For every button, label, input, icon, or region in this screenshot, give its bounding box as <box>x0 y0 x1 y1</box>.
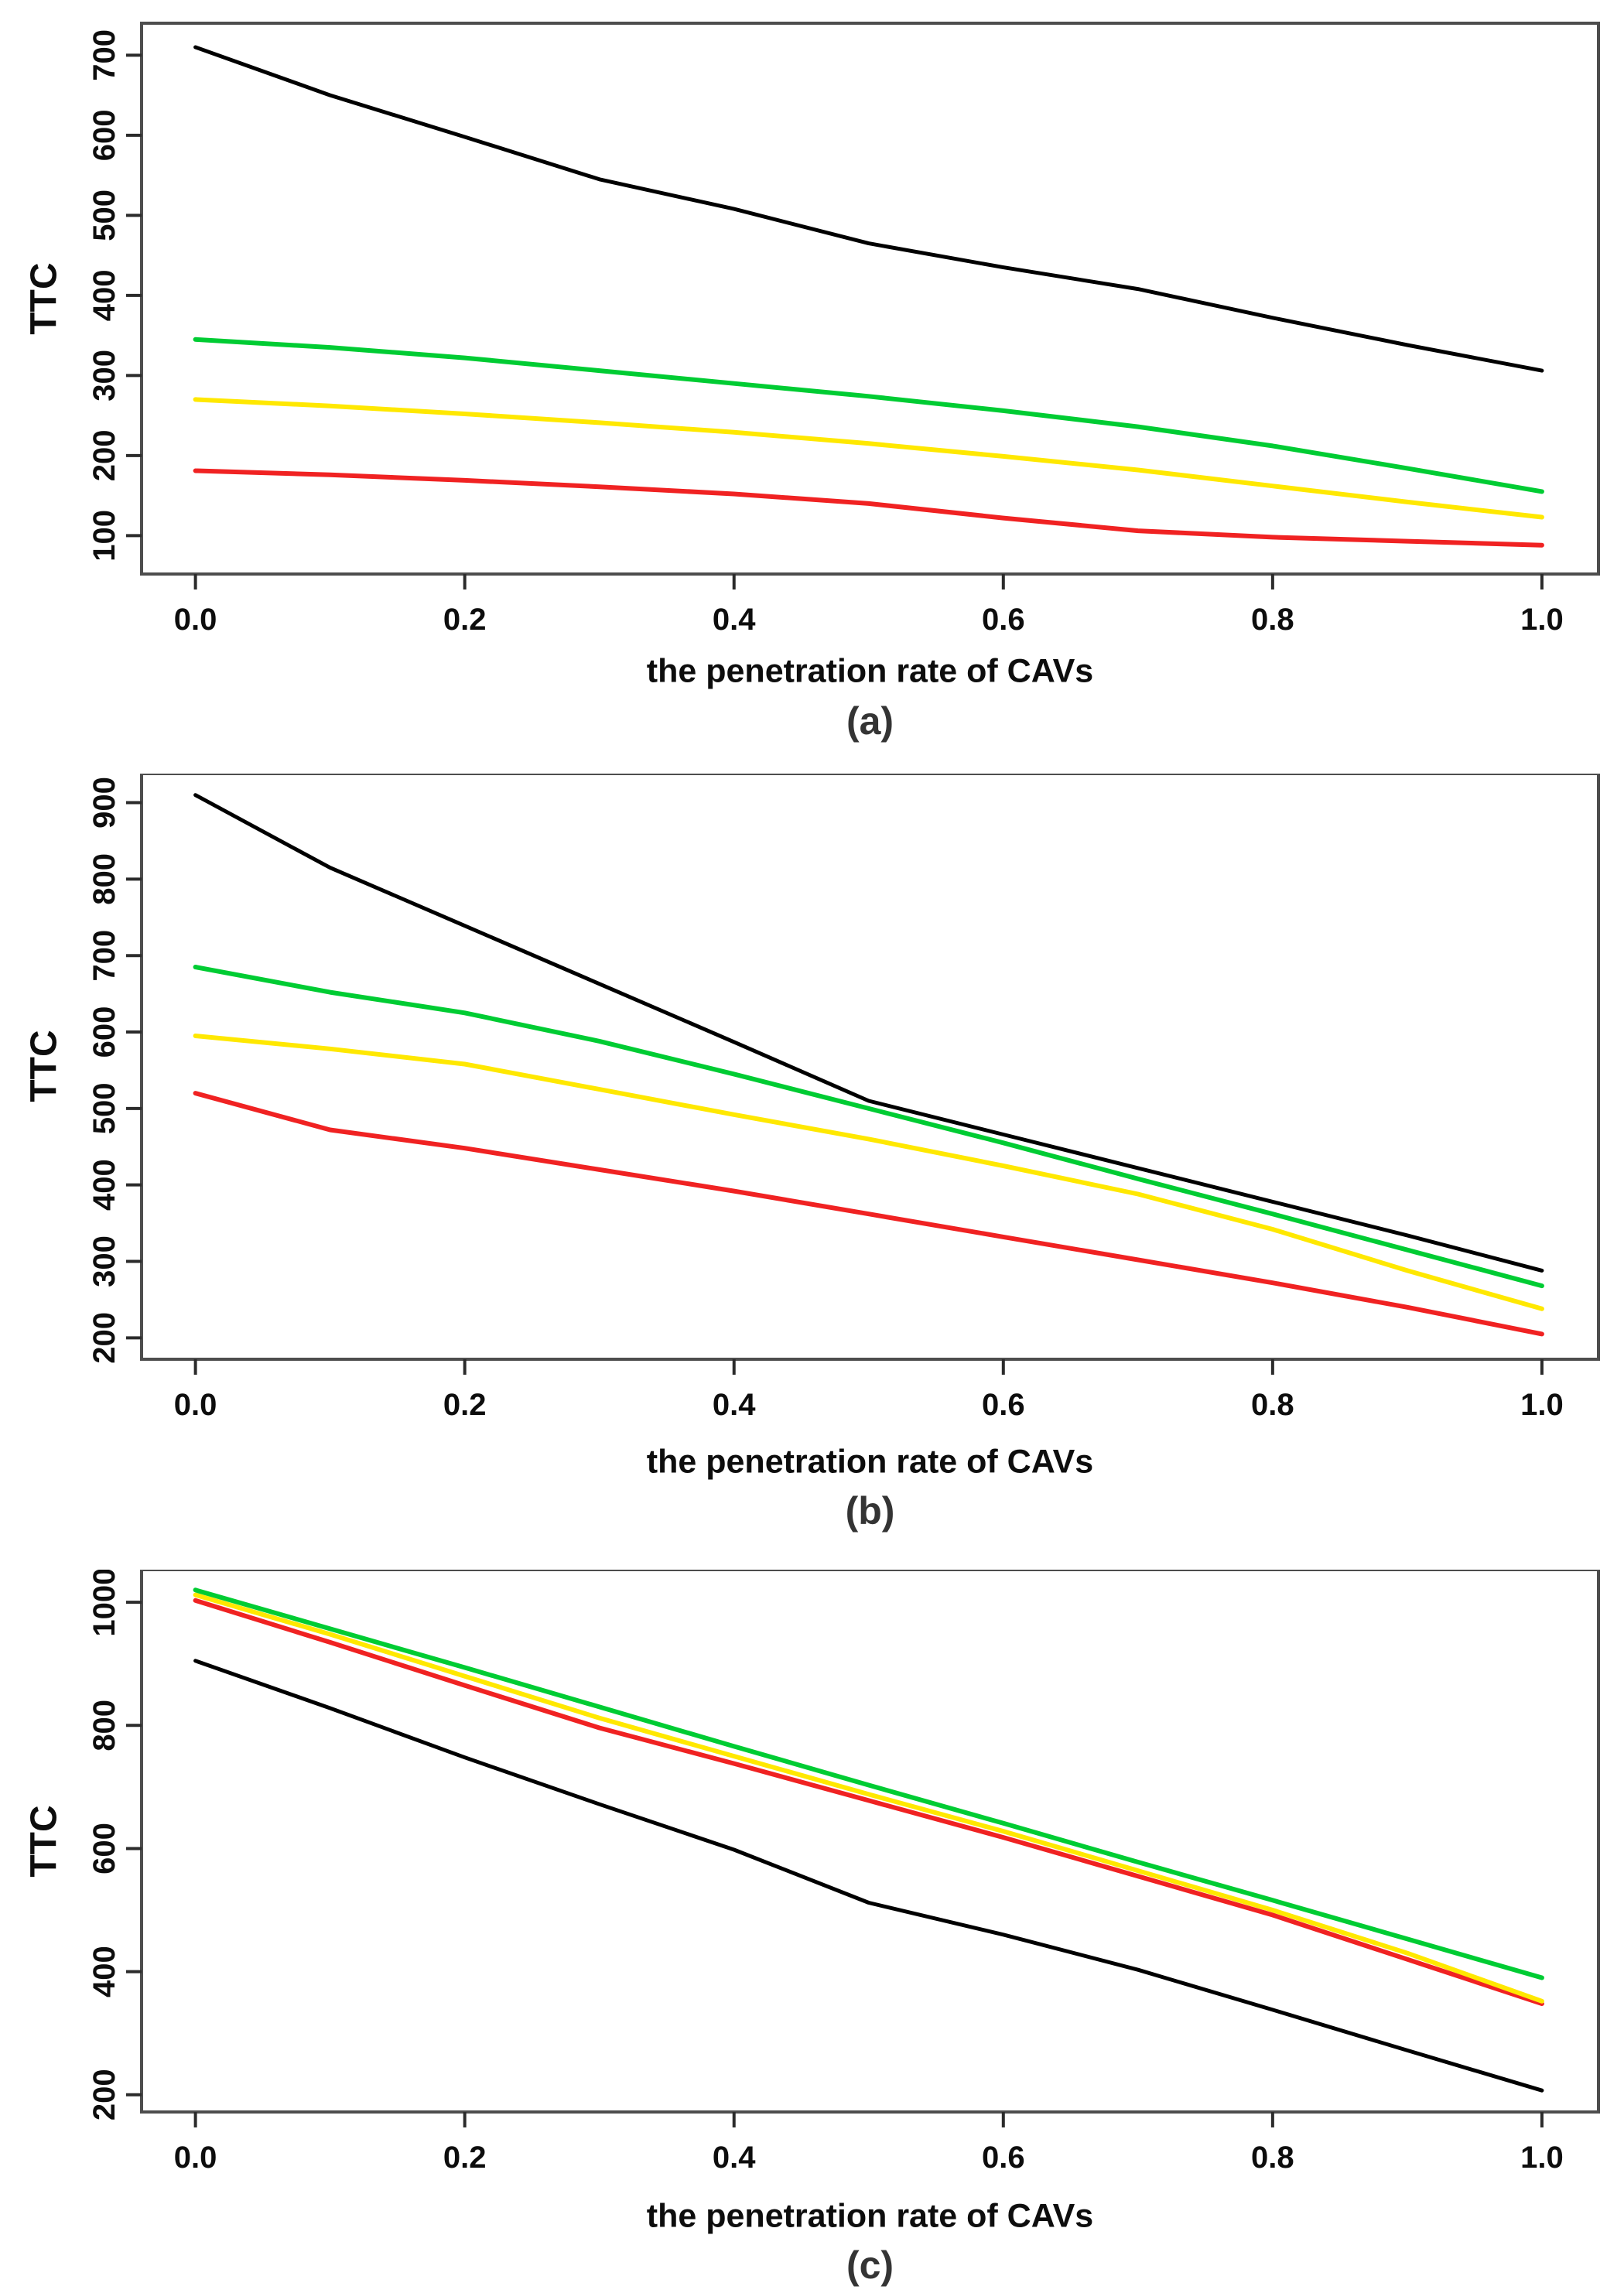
y-tick-label-c: 600 <box>87 1823 121 1874</box>
x-axis-title-b: the penetration rate of CAVs <box>646 1443 1094 1481</box>
x-tick-label-b: 1.0 <box>1520 1388 1564 1422</box>
panel-caption-a: (a) <box>846 699 894 743</box>
series-line-black-b <box>193 793 1544 1273</box>
y-tick-label-b: 600 <box>87 1006 121 1058</box>
y-tick-label-c: 800 <box>87 1700 121 1751</box>
x-tick-label-a: 0.0 <box>174 603 217 637</box>
y-tick-label-a: 200 <box>87 429 121 481</box>
x-tick-label-b: 0.0 <box>174 1388 217 1422</box>
series-line-black-a <box>193 45 1544 373</box>
plot-box-c <box>140 1570 1600 2114</box>
x-tick-label-c: 0.4 <box>713 2141 756 2175</box>
y-axis-label-c: TTC <box>23 1805 65 1878</box>
series-line-green-c <box>193 1587 1544 1980</box>
y-tick-label-b: 800 <box>87 853 121 905</box>
series-line-red-a <box>193 468 1544 548</box>
series-line-red-c <box>193 1598 1544 2006</box>
chart-c-plot: 200 400 600 800 1000 0.0 0.2 0.4 0.6 0.8 1.0 <box>87 1570 1600 2175</box>
x-tick-label-b: 0.8 <box>1251 1388 1294 1422</box>
y-tick-label-b: 200 <box>87 1312 121 1364</box>
y-tick-label-b: 700 <box>87 930 121 982</box>
series-line-yellow-c <box>193 1592 1544 2004</box>
y-tick-label-a: 500 <box>87 190 121 241</box>
plot-box-a <box>140 22 1600 576</box>
x-axis-title-c: the penetration rate of CAVs <box>646 2197 1094 2235</box>
x-axis-title-a: the penetration rate of CAVs <box>646 652 1094 690</box>
series-line-red-b <box>193 1091 1544 1337</box>
y-tick-label-b: 500 <box>87 1082 121 1134</box>
series-line-yellow-b <box>193 1034 1544 1311</box>
plot-box-b <box>140 774 1600 1361</box>
y-tick-label-c: 200 <box>87 2069 121 2120</box>
series-line-yellow-a <box>193 397 1544 520</box>
y-tick-label-a: 400 <box>87 269 121 321</box>
x-tick-label-a: 0.2 <box>443 603 487 637</box>
y-tick-label-a: 600 <box>87 110 121 162</box>
y-tick-label-b: 300 <box>87 1235 121 1287</box>
x-tick-label-b: 0.2 <box>443 1388 487 1422</box>
x-tick-label-c: 0.8 <box>1251 2141 1294 2175</box>
x-tick-label-c: 0.0 <box>174 2141 217 2175</box>
x-tick-label-b: 0.6 <box>982 1388 1025 1422</box>
y-axis-label-b: TTC <box>23 1030 65 1102</box>
chart-a-plot: 100 200 300 400 500 600 700 0.0 0.2 0.4 0.6 0.8 1.0 <box>87 22 1600 637</box>
panel-caption-c: (c) <box>846 2243 894 2287</box>
x-tick-label-c: 1.0 <box>1520 2141 1564 2175</box>
x-tick-label-c: 0.2 <box>443 2141 487 2175</box>
x-tick-label-c: 0.6 <box>982 2141 1025 2175</box>
x-tick-label-a: 0.4 <box>713 603 756 637</box>
panel-caption-b: (b) <box>845 1489 895 1533</box>
x-tick-label-a: 0.6 <box>982 603 1025 637</box>
series-line-green-a <box>193 337 1544 494</box>
series-line-green-b <box>193 965 1544 1289</box>
x-tick-label-a: 1.0 <box>1520 603 1564 637</box>
y-tick-label-a: 100 <box>87 510 121 562</box>
y-tick-label-c: 1000 <box>87 1570 121 1637</box>
y-tick-label-c: 400 <box>87 1946 121 1997</box>
series-line-black-c <box>193 1659 1544 2093</box>
chart-b-plot: 200 300 400 500 600 700 800 900 0.0 0.2 0.4 0.6 0.8 1… <box>87 774 1600 1422</box>
y-axis-label-a: TTC <box>23 262 65 335</box>
x-tick-label-a: 0.8 <box>1251 603 1294 637</box>
x-tick-label-b: 0.4 <box>713 1388 756 1422</box>
y-tick-label-b: 900 <box>87 777 121 829</box>
y-tick-label-a: 300 <box>87 350 121 402</box>
y-tick-label-b: 400 <box>87 1159 121 1211</box>
y-tick-label-a: 700 <box>87 29 121 81</box>
